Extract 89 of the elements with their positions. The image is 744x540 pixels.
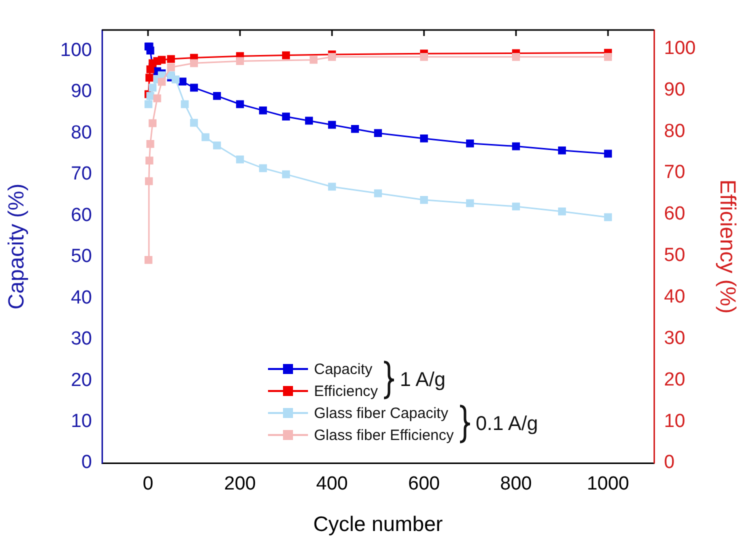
point (190, 118, 198, 127)
legend-label: Glass fiber Capacity (314, 404, 448, 422)
point (144, 256, 152, 264)
point (558, 208, 566, 216)
point (558, 146, 566, 154)
point (604, 213, 612, 222)
point (282, 51, 290, 60)
y-axis-title: Capacity (%) (3, 184, 28, 310)
y2-tick-label: 10 (664, 410, 686, 432)
y2-tick-label: 100 (664, 38, 696, 59)
x-tick-label: 400 (316, 474, 348, 495)
point (512, 53, 520, 61)
point (144, 100, 152, 108)
point (466, 139, 474, 148)
point (158, 56, 166, 64)
point (190, 59, 198, 68)
point (420, 196, 428, 204)
y2-tick-label: 20 (664, 369, 686, 390)
y-tick-label: 0 (81, 452, 92, 474)
x-tick-label: 0 (142, 474, 154, 495)
y2-tick-label: 90 (664, 79, 686, 100)
x-axis-title: Cycle number (313, 513, 443, 536)
point (180, 100, 189, 108)
point (420, 53, 428, 61)
point (604, 53, 612, 61)
y-tick-label: 100 (60, 40, 92, 61)
point (146, 140, 154, 148)
y2-tick-label: 50 (664, 245, 686, 266)
point (167, 55, 175, 63)
x-tick-label: 800 (500, 474, 532, 495)
point (148, 119, 157, 128)
point (310, 56, 318, 64)
y-tick-label: 40 (70, 287, 92, 308)
point (374, 129, 382, 138)
point (153, 94, 162, 102)
x-tick-label: 600 (408, 474, 440, 495)
y-tick-label: 70 (70, 164, 92, 185)
y2-axis-title: Efficiency (%) (716, 179, 741, 314)
point (190, 84, 198, 92)
y-tick-label: 50 (70, 246, 92, 268)
point (282, 112, 290, 121)
point (351, 125, 359, 133)
x-tick-label: 1000 (586, 474, 630, 495)
legend-label: Glass fiber Efficiency (314, 426, 454, 444)
point (236, 156, 244, 164)
point (466, 199, 474, 208)
point (305, 116, 313, 125)
point (282, 170, 290, 178)
y2-tick-label: 60 (664, 204, 686, 225)
point (512, 142, 520, 150)
legend-label: Efficiency (314, 382, 378, 400)
point (172, 76, 180, 84)
y-tick-label: 80 (70, 122, 92, 144)
y2-tick-label: 0 (664, 452, 675, 474)
y2-tick-label: 30 (664, 328, 686, 349)
annotation: 0.1 A/g (476, 412, 538, 436)
point (213, 92, 221, 100)
point (374, 189, 382, 198)
y-tick-label: 10 (70, 410, 92, 432)
point (167, 63, 175, 72)
point (158, 78, 166, 86)
point (512, 202, 520, 210)
point (328, 120, 336, 129)
y-tick-label: 60 (70, 204, 92, 226)
point (328, 53, 336, 61)
y-tick-label: 90 (70, 81, 92, 102)
point (148, 84, 157, 92)
point (178, 78, 186, 86)
point (146, 46, 154, 55)
legend-label: Capacity (314, 360, 372, 378)
point (420, 134, 428, 142)
point (145, 74, 154, 82)
point (328, 182, 336, 191)
x-tick-label: 200 (224, 474, 256, 495)
point (213, 142, 221, 150)
point (202, 133, 210, 142)
y2-tick-label: 70 (664, 162, 686, 184)
point (604, 150, 612, 158)
y2-tick-label: 40 (664, 286, 686, 308)
point (236, 57, 244, 66)
point (236, 100, 244, 108)
annotation: 1 A/g (400, 368, 446, 392)
point (259, 164, 267, 172)
point (145, 156, 154, 164)
y-tick-label: 30 (70, 328, 92, 350)
point (259, 106, 267, 114)
y2-tick-label: 80 (664, 120, 686, 142)
y-tick-label: 20 (70, 370, 92, 391)
point (144, 177, 153, 186)
